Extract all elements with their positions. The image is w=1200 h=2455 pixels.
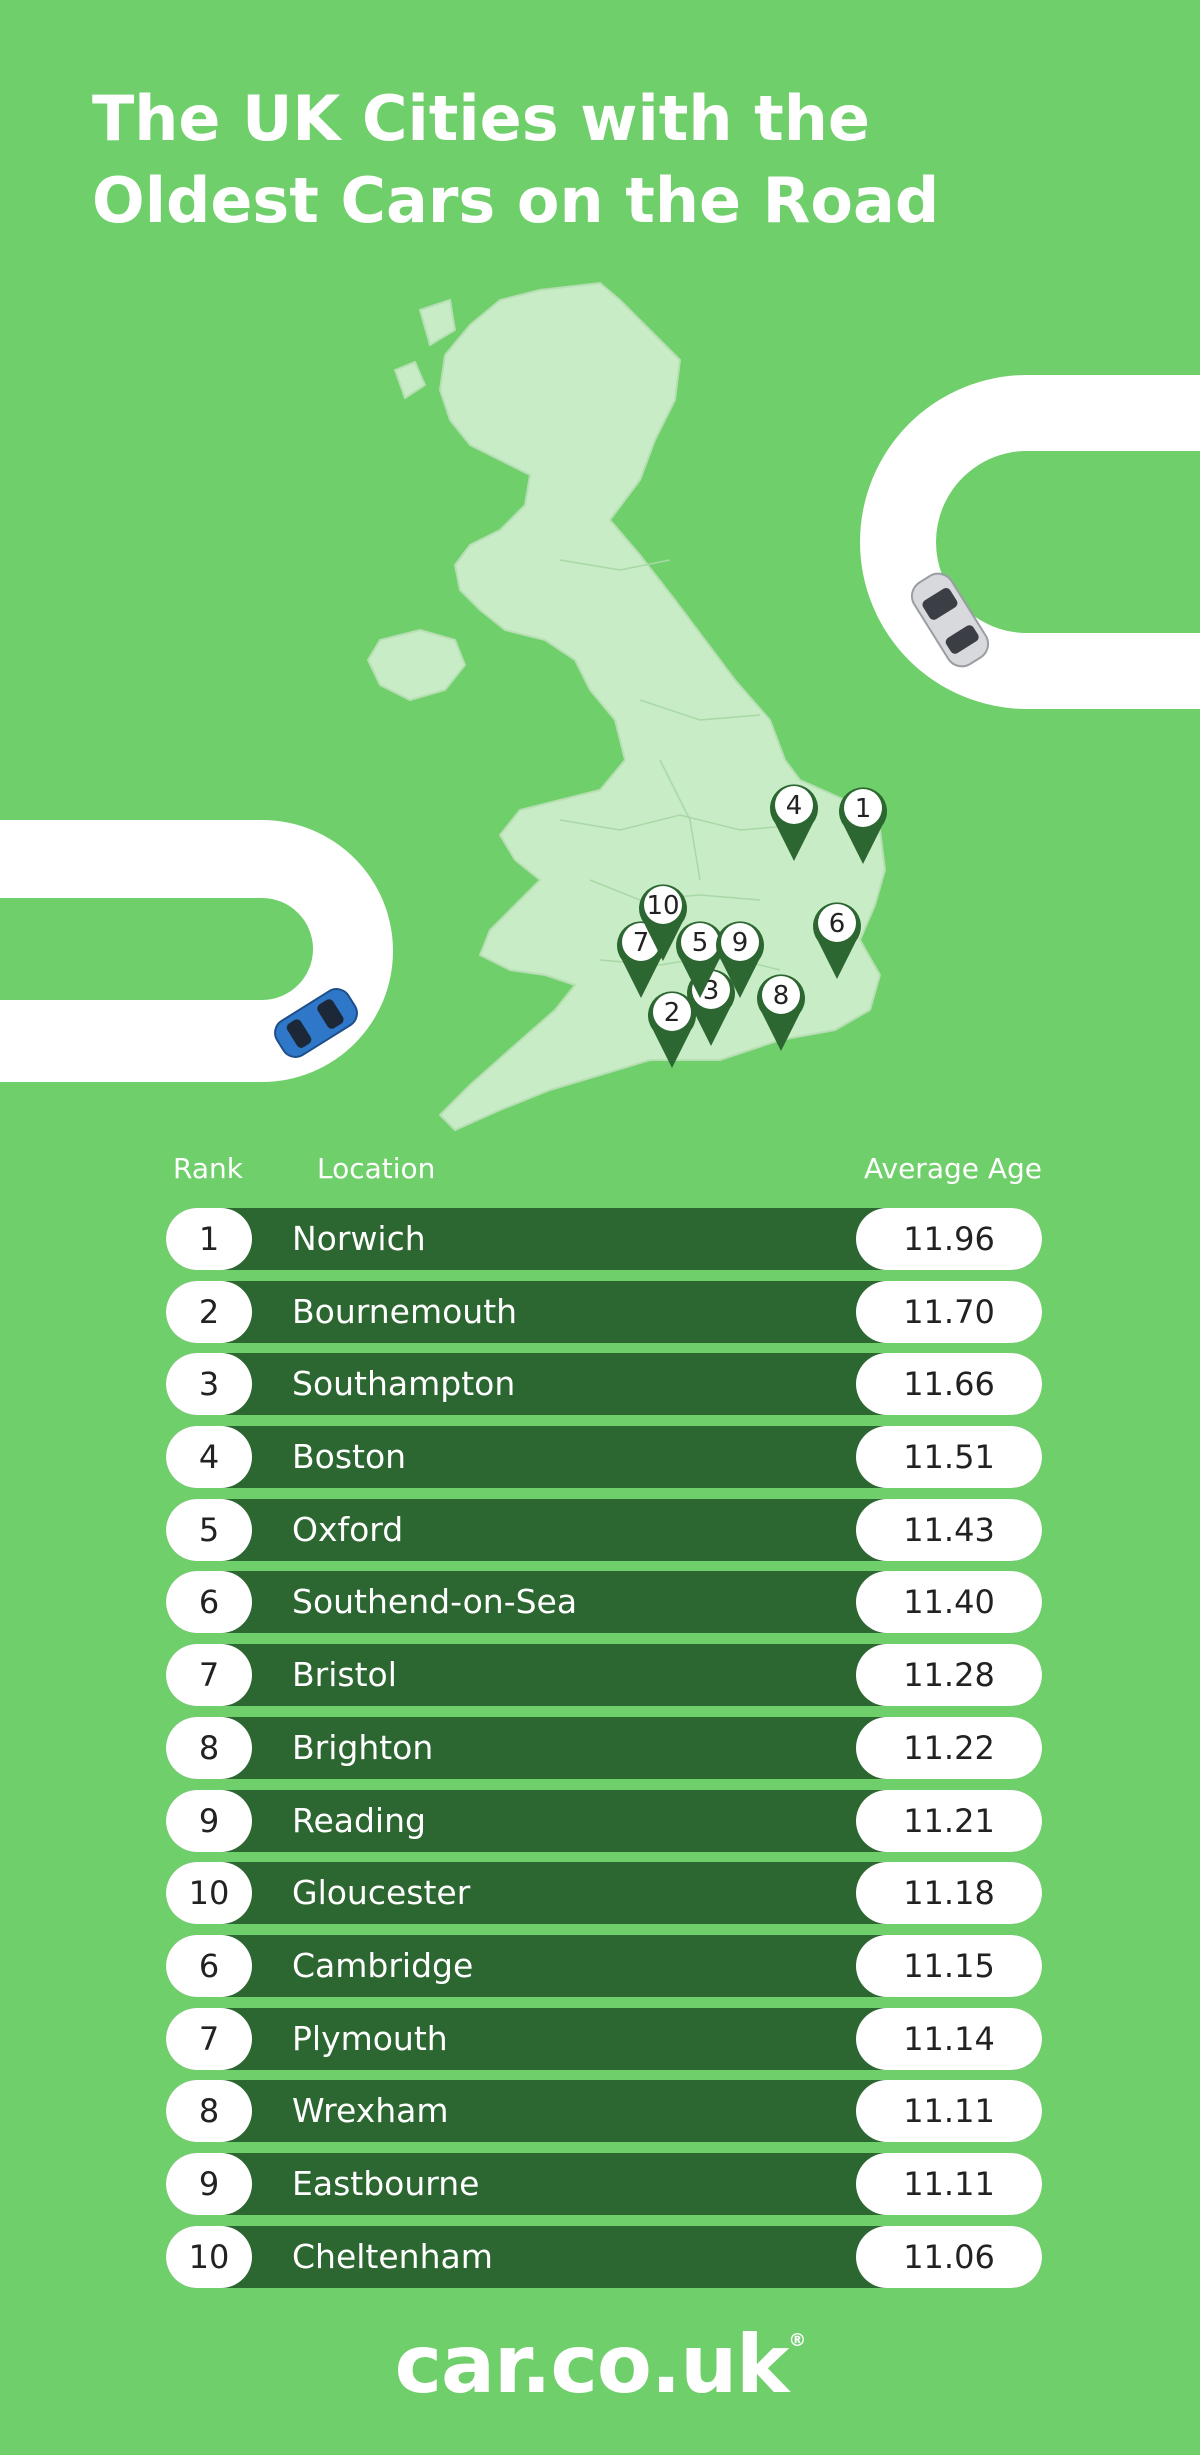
logo-text: car.co.uk [394, 2318, 790, 2411]
rank-cell: 2 [166, 1280, 252, 1343]
table-row: 2 Bournemouth 11.70 [166, 1280, 1042, 1343]
road-right-decoration [860, 375, 1200, 709]
table-row: 5 Oxford 11.43 [166, 1498, 1042, 1561]
rank-cell: 9 [166, 1789, 252, 1852]
location-cell: Gloucester [292, 1873, 471, 1913]
rank-cell: 7 [166, 2007, 252, 2070]
location-cell: Bristol [292, 1655, 397, 1695]
location-cell: Reading [292, 1800, 426, 1840]
table-row: 9 Reading 11.21 [166, 1789, 1042, 1852]
average-age-cell: 11.06 [856, 2225, 1042, 2288]
table-row: 3 Southampton 11.66 [166, 1353, 1042, 1416]
average-age-cell: 11.15 [856, 1934, 1042, 1997]
location-cell: Bournemouth [292, 1291, 518, 1331]
title-line-2: Oldest Cars on the Road [92, 164, 940, 237]
location-cell: Boston [292, 1437, 407, 1477]
map-pin-label: 5 [692, 928, 709, 958]
average-age-cell: 11.11 [856, 2080, 1042, 2143]
table-row: 1 Norwich 11.96 [166, 1208, 1042, 1270]
registered-mark: ® [788, 2330, 806, 2351]
average-age-cell: 11.96 [856, 1208, 1042, 1270]
uk-landmass [366, 281, 887, 1132]
map-pin-10: 10 [639, 884, 688, 961]
silver-car-icon [910, 572, 990, 668]
map-pin-label: 7 [633, 928, 650, 958]
table-row: 7 Plymouth 11.14 [166, 2007, 1042, 2070]
table-row: 9 Eastbourne 11.11 [166, 2152, 1042, 2215]
location-cell: Cheltenham [292, 2236, 493, 2276]
rank-cell: 6 [166, 1934, 252, 1997]
map-pin-label: 10 [646, 891, 679, 921]
map-pin-label: 2 [664, 998, 681, 1028]
map-pin-label: 1 [855, 794, 872, 824]
location-cell: Southampton [292, 1364, 516, 1404]
location-cell: Brighton [292, 1727, 434, 1767]
location-cell: Cambridge [292, 1945, 474, 1985]
location-cell: Oxford [292, 1509, 404, 1549]
average-age-cell: 11.66 [856, 1353, 1042, 1416]
rank-cell: 9 [166, 2152, 252, 2215]
average-age-cell: 11.28 [856, 1644, 1042, 1707]
average-age-cell: 11.14 [856, 2007, 1042, 2070]
location-cell: Wrexham [292, 2091, 449, 2131]
car-co-uk-logo: car.co.uk® [0, 2318, 1200, 2411]
average-age-header: Average Age [864, 1152, 1043, 1185]
rank-header: Rank [173, 1152, 243, 1185]
rank-cell: 1 [166, 1208, 252, 1270]
rank-cell: 10 [166, 1862, 252, 1925]
average-age-cell: 11.70 [856, 1280, 1042, 1343]
average-age-cell: 11.43 [856, 1498, 1042, 1561]
map-pin-label: 9 [732, 928, 749, 958]
location-cell: Norwich [292, 1219, 426, 1258]
road-left-decoration [0, 820, 393, 1082]
map-pin-2: 2 [648, 991, 696, 1068]
table-row: 6 Cambridge 11.15 [166, 1934, 1042, 1997]
location-cell: Plymouth [292, 2018, 448, 2058]
map-pin-8: 8 [757, 974, 805, 1051]
average-age-cell: 11.18 [856, 1862, 1042, 1925]
ranking-table: 1 Norwich 11.96 2 Bournemouth 11.70 3 Southampt… [166, 1208, 1042, 2298]
rank-cell: 4 [166, 1426, 252, 1489]
average-age-cell: 11.51 [856, 1426, 1042, 1489]
rank-cell: 8 [166, 2080, 252, 2143]
rank-cell: 7 [166, 1644, 252, 1707]
blue-car-icon [274, 988, 358, 1058]
location-cell: Southend-on-Sea [292, 1582, 578, 1622]
average-age-cell: 11.22 [856, 1716, 1042, 1779]
table-row: 8 Brighton 11.22 [166, 1716, 1042, 1779]
table-row: 10 Gloucester 11.18 [166, 1862, 1042, 1925]
map-pin-label: 8 [773, 981, 790, 1011]
map-pin-6: 6 [813, 902, 862, 979]
map-pin-1: 1 [839, 787, 887, 864]
title-line-1: The UK Cities with the [92, 82, 870, 155]
map-pin-9: 9 [715, 921, 765, 998]
rank-cell: 6 [166, 1571, 252, 1634]
page-title: The UK Cities with the Oldest Cars on th… [92, 78, 992, 242]
average-age-cell: 11.21 [856, 1789, 1042, 1852]
map-pin-4: 4 [770, 784, 818, 861]
table-row: 6 Southend-on-Sea 11.40 [166, 1571, 1042, 1634]
average-age-cell: 11.40 [856, 1571, 1042, 1634]
rank-cell: 3 [166, 1353, 252, 1416]
table-row: 10 Cheltenham 11.06 [166, 2225, 1042, 2288]
table-row: 7 Bristol 11.28 [166, 1644, 1042, 1707]
rank-cell: 8 [166, 1716, 252, 1779]
location-header: Location [317, 1152, 436, 1185]
average-age-cell: 11.11 [856, 2152, 1042, 2215]
rank-cell: 10 [166, 2225, 252, 2288]
table-row: 4 Boston 11.51 [166, 1426, 1042, 1489]
map-pin-5: 5 [676, 921, 724, 998]
map-pin-label: 6 [829, 909, 846, 939]
rank-cell: 5 [166, 1498, 252, 1561]
map-pin-label: 4 [786, 791, 803, 821]
location-cell: Eastbourne [292, 2163, 480, 2203]
table-row: 8 Wrexham 11.11 [166, 2080, 1042, 2143]
